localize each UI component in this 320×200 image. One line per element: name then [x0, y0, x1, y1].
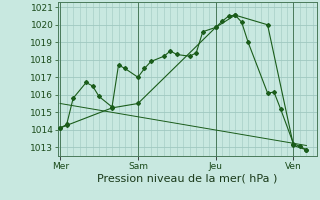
X-axis label: Pression niveau de la mer( hPa ): Pression niveau de la mer( hPa )	[97, 173, 277, 183]
